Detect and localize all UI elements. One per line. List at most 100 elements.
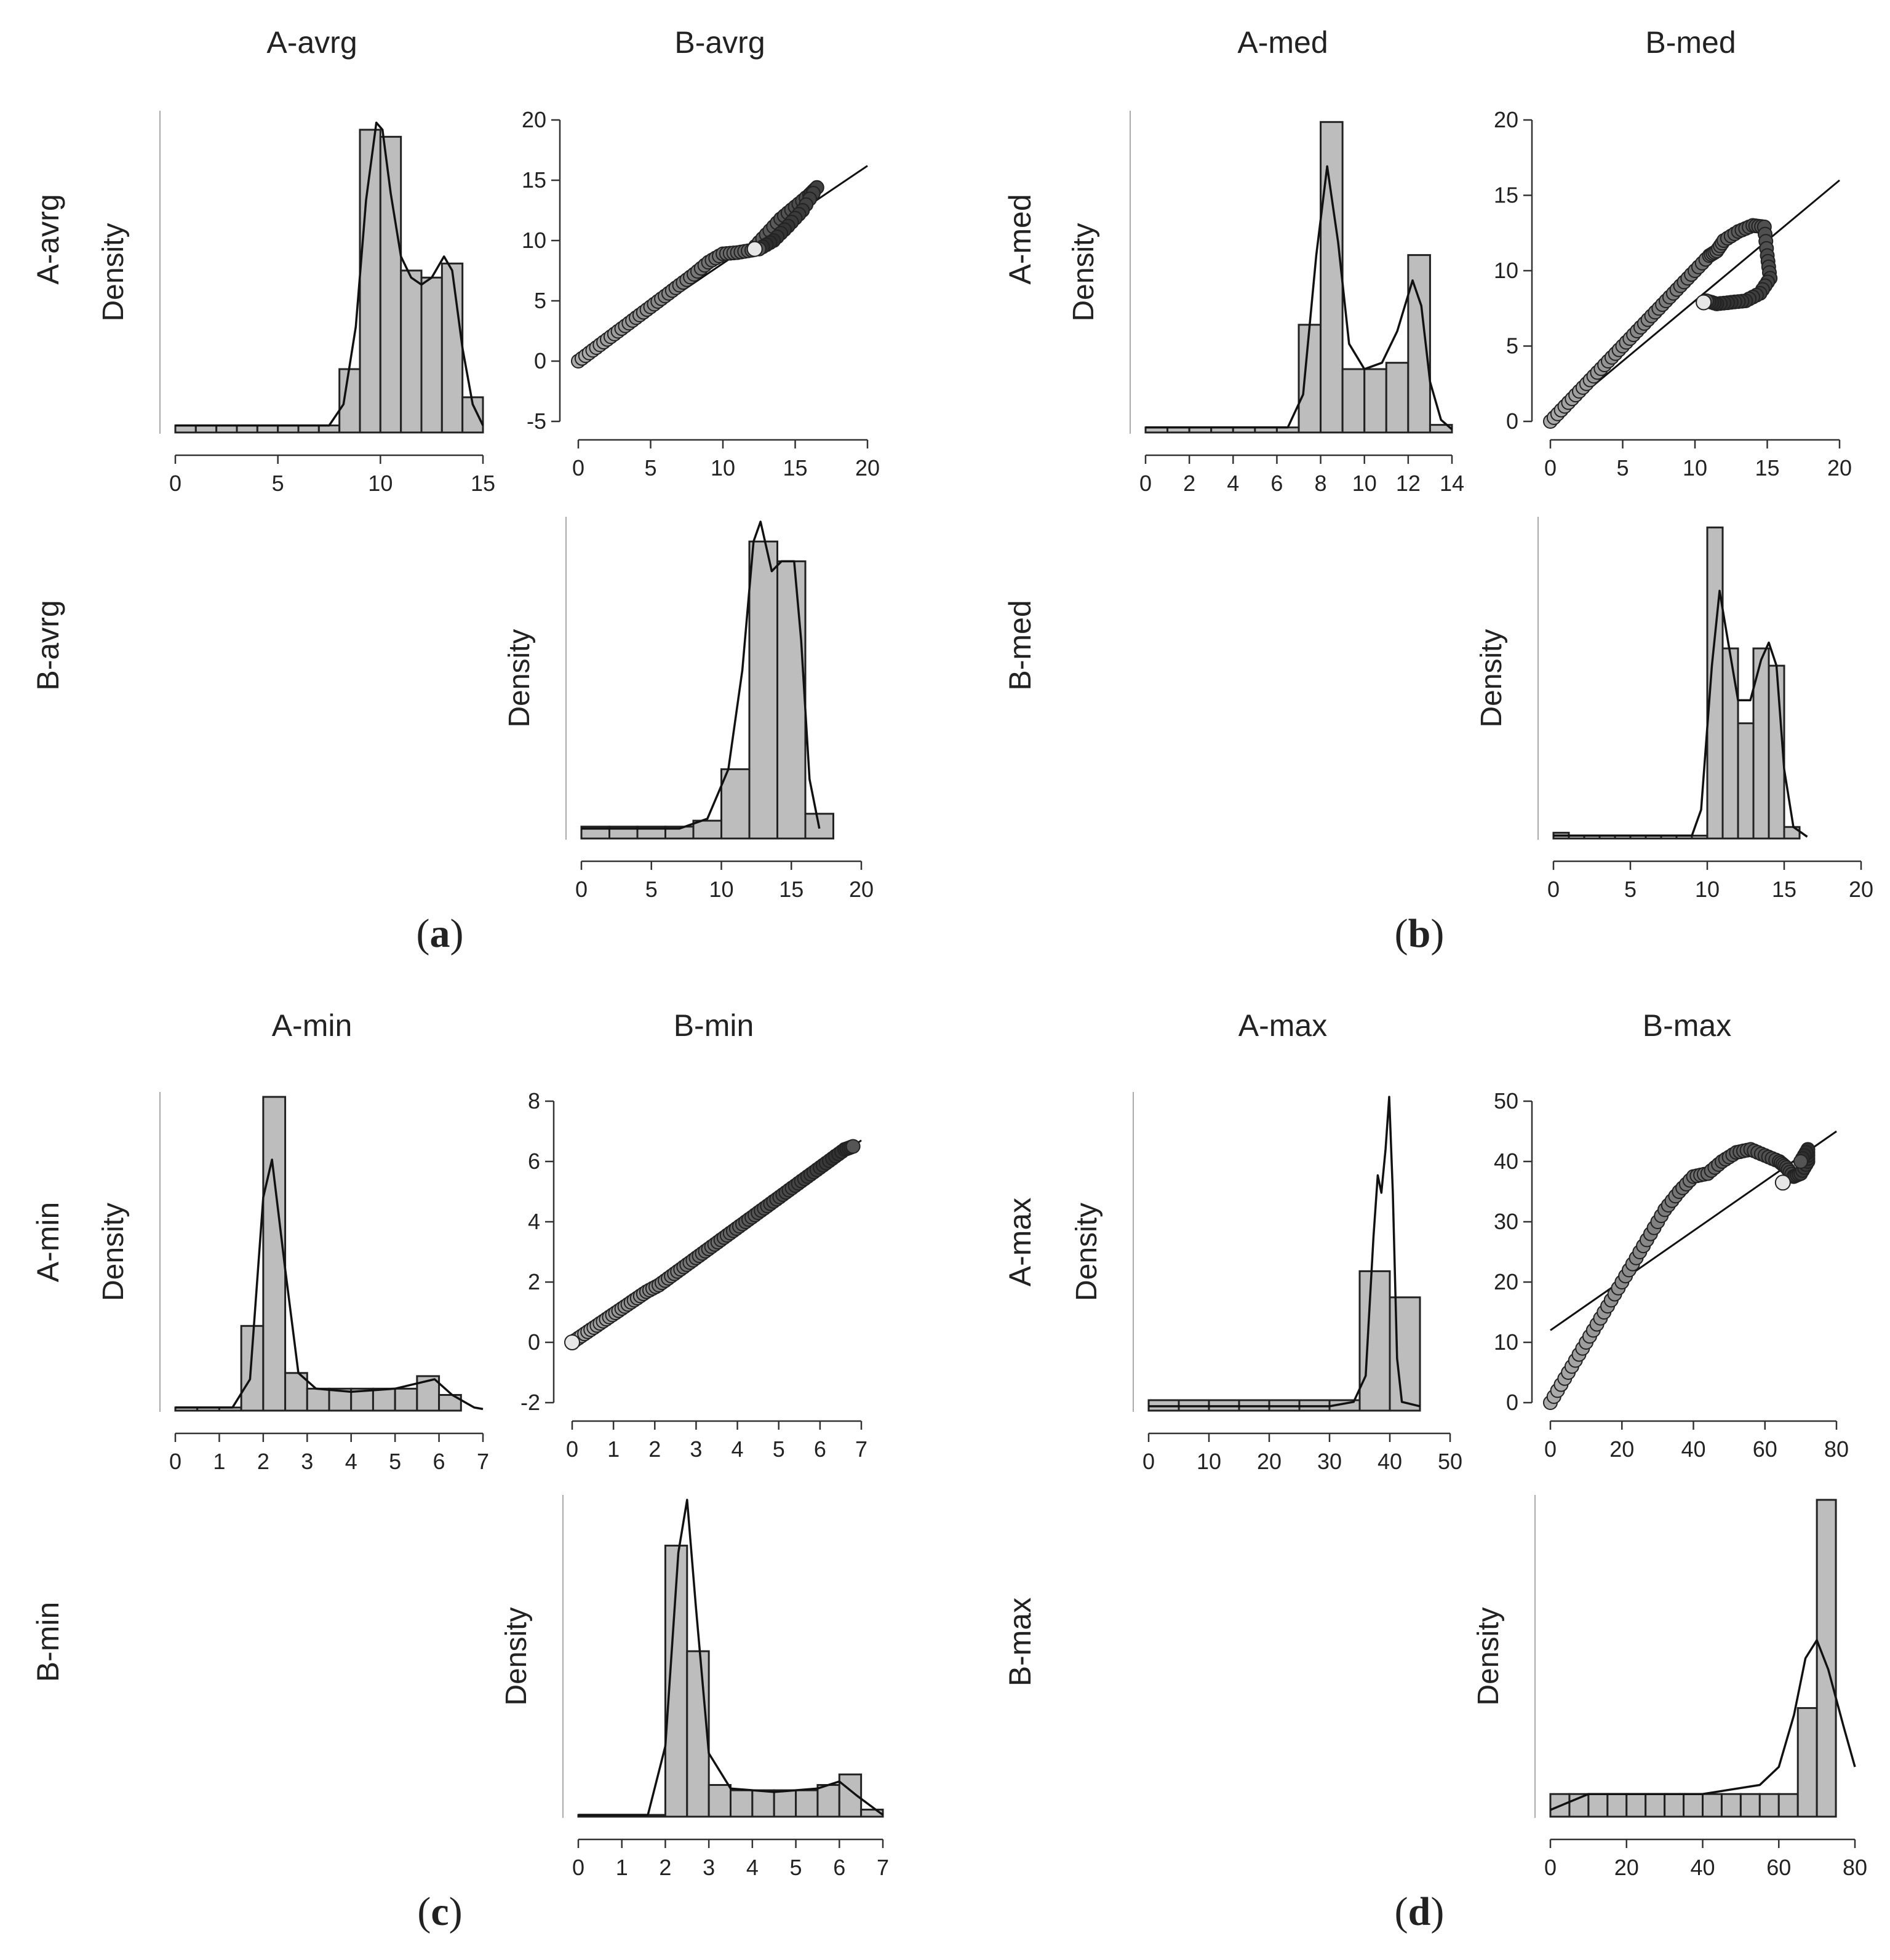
x-tick-label: 0 xyxy=(572,455,584,480)
x-tick-label: 40 xyxy=(1690,1855,1715,1880)
y-tick-label: 10 xyxy=(1494,258,1518,283)
histogram-bar xyxy=(1720,1793,1742,1818)
histogram-bar xyxy=(1645,1793,1666,1818)
x-tick-label: 7 xyxy=(877,1855,889,1880)
chart-a-hist-A: Density 0 5 10 15 xyxy=(97,111,495,496)
qq-highlight-point xyxy=(1774,1174,1791,1191)
qq-point xyxy=(845,1139,861,1154)
y-tick-label: 0 xyxy=(1506,1390,1518,1415)
histogram-bar xyxy=(1298,324,1322,434)
chart-c-hist-A: Density 0 1 2 3 4 5 6 7 xyxy=(97,1092,489,1474)
histogram-bar xyxy=(1385,362,1410,434)
y-tick-label: 0 xyxy=(1506,408,1518,434)
x-tick-label: 0 xyxy=(572,1855,584,1880)
histogram-bar xyxy=(1721,647,1739,840)
x-tick-label: 5 xyxy=(790,1855,802,1880)
x-tick-label: 10 xyxy=(1352,471,1377,496)
histogram-bar xyxy=(776,560,807,840)
histogram-bar xyxy=(1739,1793,1761,1818)
row-label-d-2: B-max xyxy=(1003,1597,1037,1687)
x-tick-label: 10 xyxy=(368,471,393,496)
y-tick-label: 15 xyxy=(522,167,546,193)
y-tick-label: 20 xyxy=(1494,1269,1518,1294)
x-tick-label: 5 xyxy=(644,455,656,480)
y-tick-label: 6 xyxy=(528,1149,540,1174)
histogram-bar xyxy=(795,1789,819,1818)
row-label-c-1: A-min xyxy=(31,1201,65,1283)
histogram-bar xyxy=(306,1387,330,1412)
col-title-a-2: B-avrg xyxy=(674,25,765,60)
x-tick-label: 2 xyxy=(1183,471,1195,496)
x-tick-label: 0 xyxy=(1547,877,1560,902)
y-tick-label: 10 xyxy=(522,228,546,253)
y-tick-label: 10 xyxy=(1494,1329,1518,1355)
histogram-bar xyxy=(1606,1793,1628,1818)
chart-a-hist-B: Density 0 5 10 15 20 xyxy=(503,517,874,902)
histogram-bar xyxy=(1625,1793,1647,1818)
row-label-d-1: A-max xyxy=(1003,1197,1037,1287)
x-tick-label: 3 xyxy=(703,1855,715,1880)
x-tick-label: 2 xyxy=(257,1449,269,1474)
x-tick-label: 4 xyxy=(732,1436,744,1462)
x-tick-label: 8 xyxy=(1315,471,1327,496)
chart-c-qq: -2 0 2 4 6 8 0 1 2 3 4 5 6 7 xyxy=(520,1088,867,1462)
histogram-bar xyxy=(1568,1793,1590,1818)
x-tick-label: 5 xyxy=(272,471,284,496)
x-tick-label: 10 xyxy=(711,455,735,480)
x-tick-label: 10 xyxy=(1683,455,1707,480)
histogram-bar xyxy=(394,1387,418,1412)
histogram-bar xyxy=(1341,368,1366,434)
col-title-c-1: A-min xyxy=(271,1008,353,1043)
histogram-bar xyxy=(438,1394,462,1412)
chart-d-hist-B: Density 0 20 40 60 80 xyxy=(1472,1495,1867,1880)
histogram-bar xyxy=(730,1789,754,1818)
x-tick-label: 0 xyxy=(169,1449,181,1474)
chart-b-hist-A: Density 0 2 4 6 8 10 12 14 xyxy=(1067,111,1464,496)
x-tick-label: 5 xyxy=(389,1449,401,1474)
histogram-bar xyxy=(816,1784,840,1818)
histogram-bar xyxy=(1758,1793,1780,1818)
density-curve xyxy=(1550,1639,1856,1811)
chart-b-hist-B: Density 0 5 10 15 20 xyxy=(1475,517,1873,902)
x-tick-label: 15 xyxy=(1772,877,1796,902)
x-tick-label: 1 xyxy=(607,1436,620,1462)
x-tick-label: 10 xyxy=(1695,877,1720,902)
panel-label-d: (d) xyxy=(1394,1889,1445,1934)
panel-label-a: (a) xyxy=(416,911,464,956)
x-tick-label: 20 xyxy=(849,877,874,902)
x-tick-label: 40 xyxy=(1681,1436,1705,1462)
density-label: Density xyxy=(1071,1203,1103,1301)
x-tick-label: 6 xyxy=(814,1436,826,1462)
x-tick-label: 10 xyxy=(709,877,733,902)
x-tick-label: 7 xyxy=(855,1436,867,1462)
x-tick-label: 1 xyxy=(616,1855,628,1880)
histogram-bar xyxy=(720,768,751,840)
density-label: Density xyxy=(97,223,130,321)
histogram-bar xyxy=(773,1789,797,1818)
qq-highlight-point xyxy=(746,241,763,257)
y-tick-label: 15 xyxy=(1494,183,1518,208)
histogram-bar xyxy=(400,269,423,434)
panel-label-b: (b) xyxy=(1394,911,1445,956)
x-tick-label: 0 xyxy=(566,1436,578,1462)
histogram-bar xyxy=(1702,1793,1723,1818)
x-tick-label: 0 xyxy=(1544,455,1557,480)
y-tick-label: 2 xyxy=(528,1269,540,1294)
x-tick-label: 20 xyxy=(1609,1436,1634,1462)
histogram-bar xyxy=(441,262,464,434)
density-curve xyxy=(175,121,484,427)
histogram-bar xyxy=(1358,1270,1391,1412)
y-tick-label: 5 xyxy=(534,288,546,313)
x-tick-label: 20 xyxy=(1257,1449,1282,1474)
qq-point xyxy=(1793,1154,1808,1169)
x-tick-label: 4 xyxy=(345,1449,357,1474)
x-tick-label: 0 xyxy=(1139,471,1152,496)
density-label: Density xyxy=(1472,1607,1505,1705)
density-label: Density xyxy=(1475,629,1508,727)
col-title-b-2: B-med xyxy=(1645,25,1736,60)
x-tick-label: 10 xyxy=(1197,1449,1221,1474)
y-tick-label: 0 xyxy=(534,348,546,373)
histogram-bar xyxy=(461,396,484,434)
row-label-b-1: A-med xyxy=(1003,194,1037,285)
chart-c-hist-B: Density 0 1 2 3 4 5 6 7 xyxy=(500,1495,889,1880)
